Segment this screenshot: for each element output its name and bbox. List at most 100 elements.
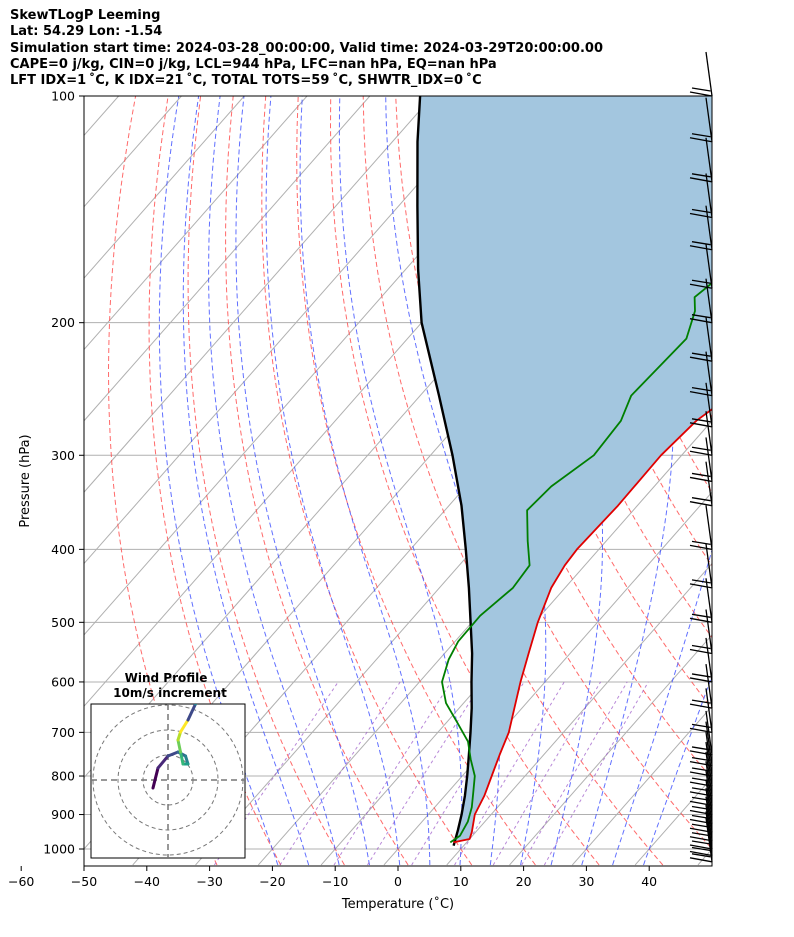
hodograph-inset: Wind Profile 10m/s increment: [90, 671, 246, 859]
shaded-area: [417, 96, 712, 846]
wind-barb-flag: [689, 212, 713, 219]
wind-barb-flag: [691, 314, 711, 319]
mixing-ratio-line: [521, 681, 628, 866]
cape-cin-shading: [417, 96, 712, 846]
moist-adiabat: [235, 96, 370, 866]
x-tick-label: −10: [322, 874, 348, 889]
wind-barb-flag: [689, 583, 713, 589]
axes: −60 −50 −40 −30 −20 −10 0 10 20 30 40 1000 900 800 700…: [8, 89, 657, 890]
wind-barb: [689, 351, 713, 397]
isotherm-line: [571, 705, 712, 866]
wind-barb-staff: [705, 205, 713, 250]
wind-barb-staff: [705, 51, 713, 97]
isotherm-line: [84, 96, 434, 493]
moist-adiabat: [158, 96, 279, 866]
wind-barb-flag: [691, 787, 711, 792]
wind-barb: [689, 543, 713, 589]
y-tick-label: 100: [51, 89, 75, 104]
hodograph-title: Wind Profile: [125, 671, 208, 685]
indices-line-2: LFT IDX=1 ˚C, K IDX=21 ˚C, TOTAL TOTS=59…: [10, 73, 482, 89]
wind-barb: [689, 278, 713, 324]
temperature-profile-line: [453, 408, 712, 844]
wind-barb-flag: [689, 750, 713, 756]
moist-adiabat: [612, 548, 712, 866]
isotherm-line: [84, 96, 245, 279]
wind-barb-staff: [705, 761, 713, 806]
wind-barb-flag: [689, 818, 713, 825]
wind-barb-flag: [691, 846, 711, 852]
wind-barb-flag: [689, 544, 713, 550]
y-tick-label: 300: [51, 448, 75, 463]
x-tick-label: 20: [516, 874, 532, 889]
wind-barb-flag: [689, 617, 713, 623]
wind-barb-flag: [691, 208, 711, 214]
isotherm-line: [84, 96, 308, 351]
dry-adiabat: [786, 96, 794, 865]
mixing-ratio-line: [279, 681, 401, 866]
dry-adiabat: [148, 96, 282, 866]
isotherm-line: [446, 562, 712, 866]
wind-barb-flag: [691, 746, 711, 751]
wind-barb: [689, 51, 713, 97]
mixing-ratio-line: [213, 681, 339, 866]
dry-adiabat: [721, 96, 794, 865]
wind-barb-staff: [705, 710, 713, 756]
wind-barb-staff: [705, 137, 713, 182]
profile-series: [416, 96, 712, 847]
mixing-ratio-line: [333, 681, 452, 866]
wind-barb-flag: [689, 850, 713, 857]
y-tick-label: 800: [51, 769, 75, 784]
hodograph-trace-segment: [166, 750, 180, 758]
wind-barb: [689, 205, 713, 251]
wind-barb-flag: [691, 133, 711, 138]
wind-barb: [689, 637, 713, 683]
moist-adiabat: [643, 674, 712, 866]
wind-barb-staff: [705, 244, 713, 289]
wind-barb-flag: [691, 387, 711, 392]
y-tick-label: 600: [51, 674, 75, 689]
wind-barb-flag: [691, 173, 711, 178]
wind-barb: [689, 578, 713, 623]
wind-barb-flag: [691, 757, 711, 762]
wind-barb-flag: [691, 723, 711, 729]
wind-barb-flag: [689, 809, 713, 816]
wind-barb-staff: [705, 664, 713, 709]
x-tick-label: 40: [641, 874, 657, 889]
wind-barb: [689, 811, 713, 857]
wind-barb-flag: [689, 450, 713, 456]
wind-barb-flag: [691, 699, 711, 704]
dry-adiabat: [329, 96, 600, 866]
hodograph-trace-segment: [151, 766, 160, 790]
x-tick-label: −60: [8, 874, 34, 889]
y-tick-label: 900: [51, 807, 75, 822]
moist-adiabat: [182, 96, 310, 866]
wind-barb-staff: [705, 437, 713, 482]
wind-barb-flag: [689, 177, 713, 183]
mixing-ratio-line: [492, 681, 602, 866]
dry-adiabat: [225, 96, 409, 866]
wind-barb-staff: [705, 770, 713, 815]
wind-barb-flag: [689, 501, 713, 507]
wind-barb-flag: [691, 832, 711, 837]
wind-barb-flag: [689, 356, 713, 362]
wind-barb-flag: [689, 648, 713, 655]
times-line: Simulation start time: 2024-03-28_00:00:…: [10, 40, 603, 56]
wind-barb: [689, 688, 713, 733]
chart-title: SkewTLogP Leeming: [10, 8, 161, 23]
x-tick-label: 30: [578, 874, 594, 889]
wind-barb-flag: [689, 844, 713, 850]
wind-barb-flag: [689, 781, 713, 787]
wind-barb: [689, 721, 713, 767]
wind-barb: [689, 317, 713, 362]
wind-barb-flag: [689, 318, 713, 324]
wind-barb-staff: [705, 317, 713, 362]
wind-barb-flag: [691, 87, 711, 92]
wind-barb-flag: [691, 823, 711, 828]
dry-adiabat: [187, 96, 345, 866]
wind-barb-staff: [705, 578, 713, 623]
wind-barb-flag: [691, 418, 711, 423]
wind-barb-flag: [689, 137, 713, 143]
parcel-profile-line: [416, 96, 474, 847]
isotherm-line: [509, 634, 712, 866]
wind-barb-flag: [691, 805, 711, 811]
